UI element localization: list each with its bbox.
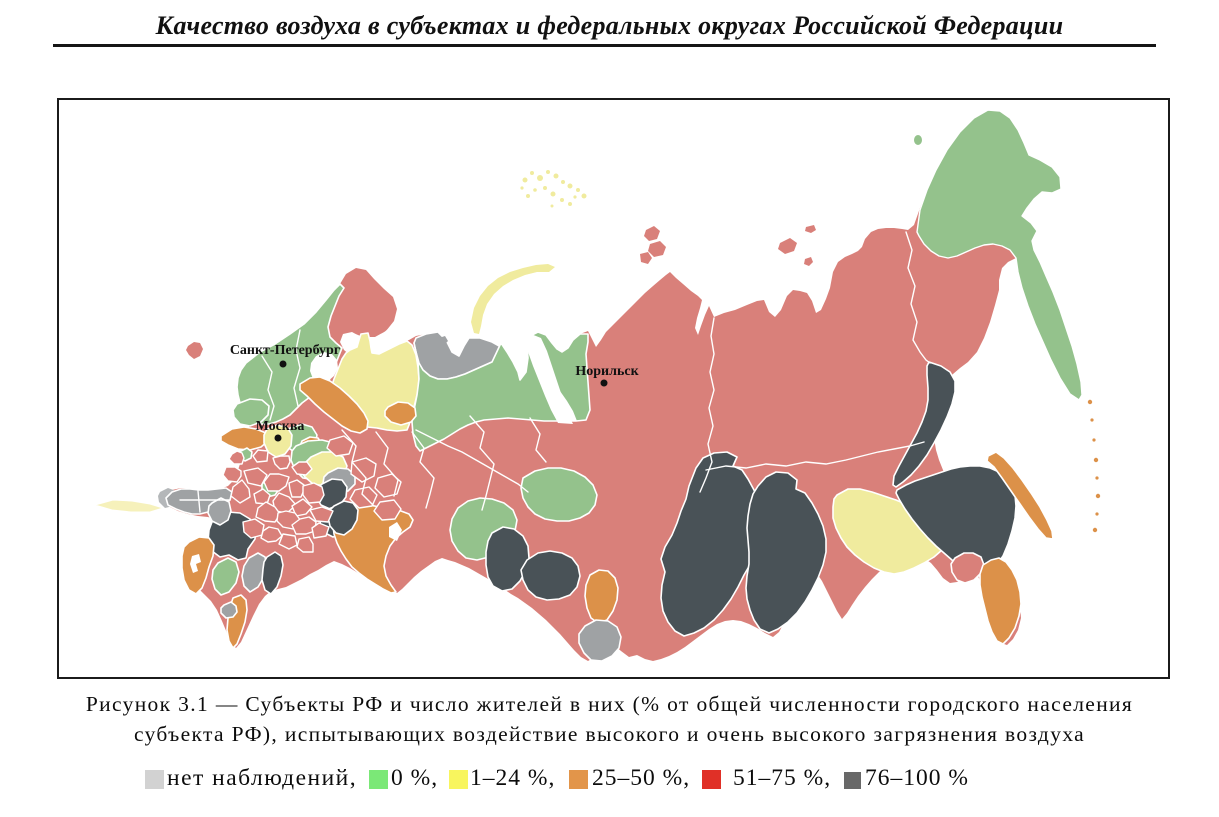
svg-text:Норильск: Норильск	[575, 364, 639, 379]
svg-text:Санкт-Петербург: Санкт-Петербург	[230, 343, 340, 358]
svg-text:Москва: Москва	[256, 419, 305, 434]
